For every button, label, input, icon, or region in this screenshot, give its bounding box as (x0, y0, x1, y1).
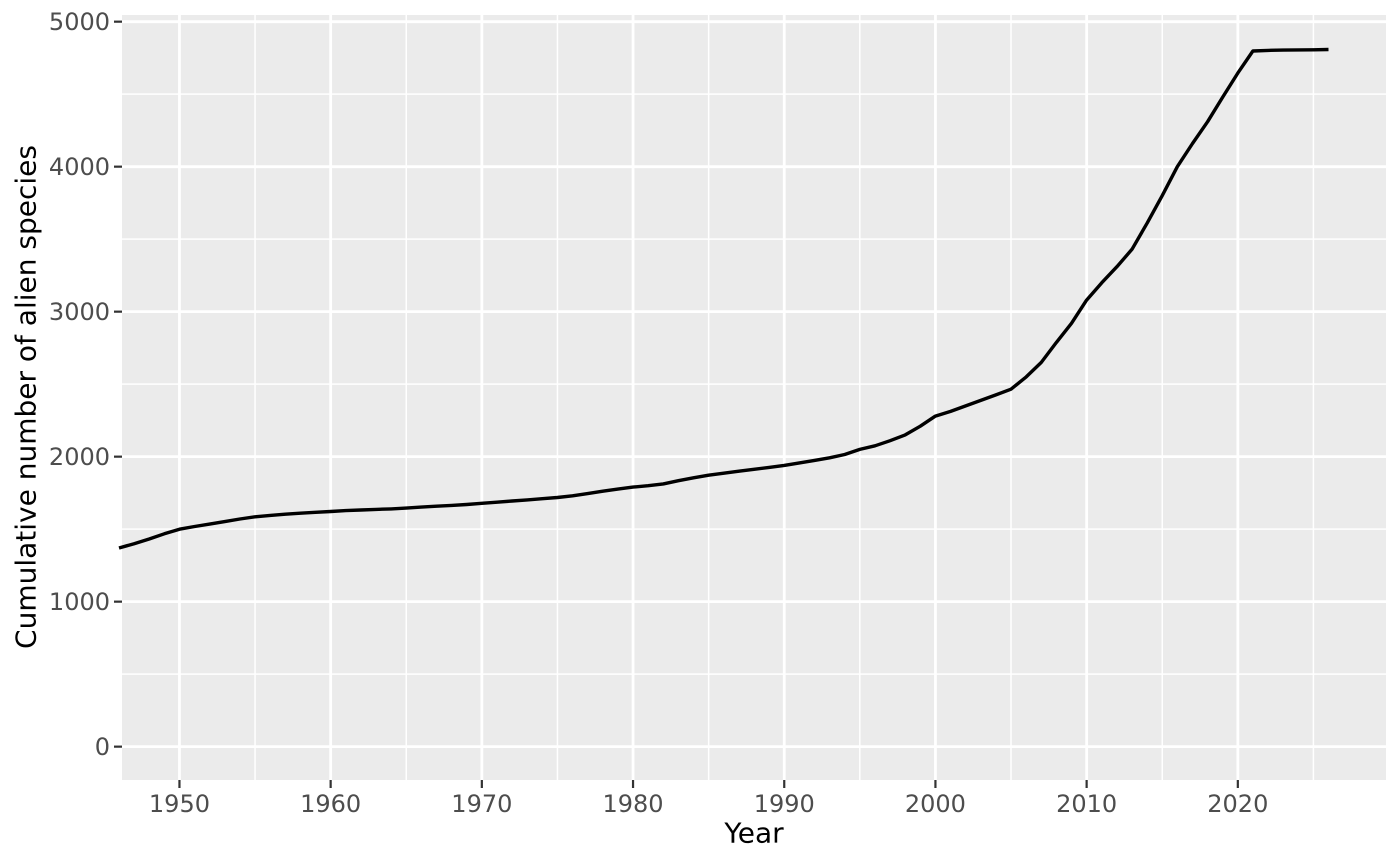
x-tick-label-1990: 1990 (753, 790, 815, 818)
x-axis-title: Year (724, 816, 784, 850)
y-tick-label-2000: 2000 (48, 442, 110, 471)
y-tick-label-3000: 3000 (48, 297, 110, 326)
data-line (118, 47, 1329, 550)
x-tick-label-2020: 2020 (1207, 790, 1269, 818)
y-tick-label-1000: 1000 (48, 587, 110, 616)
x-tick-label-2010: 2010 (1056, 790, 1118, 818)
panel-background (122, 15, 1386, 780)
panel (114, 15, 1386, 788)
x-tick-label-1950: 1950 (148, 790, 210, 818)
x-tick-label-1970: 1970 (451, 790, 513, 818)
y-tick-label-5000: 5000 (48, 7, 110, 36)
x-tick-label-2000: 2000 (904, 790, 966, 818)
y-tick-label-0: 0 (94, 732, 110, 761)
x-tick-label-1980: 1980 (602, 790, 664, 818)
x-tick-label-1960: 1960 (300, 790, 362, 818)
y-axis-title: Cumulative number of alien species (9, 145, 43, 649)
y-tick-label-4000: 4000 (48, 152, 110, 181)
